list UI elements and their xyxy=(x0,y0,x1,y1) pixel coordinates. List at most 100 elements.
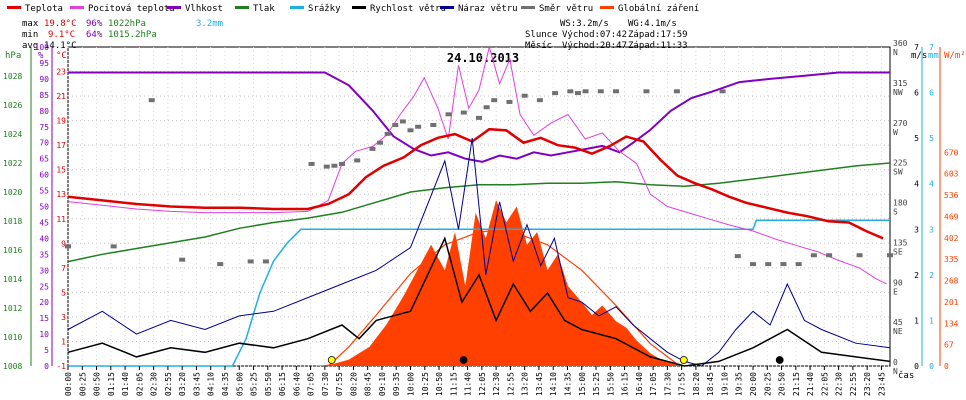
dir-mark-5 xyxy=(247,259,254,264)
hum-tick-1: 5 xyxy=(44,346,49,355)
plot-area xyxy=(65,45,893,367)
wind-tick-1: 1 xyxy=(914,316,919,325)
sun-label: Slunce xyxy=(525,30,558,40)
rain-tick-5: 5 xyxy=(929,134,934,143)
dir-mark-39 xyxy=(765,262,772,267)
dir-mark-26 xyxy=(521,93,528,98)
stat-max-press: 1022hPa xyxy=(108,19,146,29)
stat-min-hum: 64% xyxy=(86,30,103,40)
temp-tick-3: 5 xyxy=(61,288,66,297)
press-tick-2: 1012 xyxy=(3,304,22,313)
hum-tick-13: 65 xyxy=(39,155,49,164)
wind-tick-3: 3 xyxy=(914,225,919,234)
hum-tick-19: 95 xyxy=(39,59,49,68)
dir-mark-23 xyxy=(483,105,490,110)
x-tick-label-54: 22:30 xyxy=(835,372,844,396)
x-tick-label-56: 23:20 xyxy=(863,372,872,396)
x-tick-label-6: 02:30 xyxy=(150,372,159,396)
dir-mark-37 xyxy=(734,254,741,259)
legend-label-6: Náraz větru xyxy=(458,4,518,14)
solar-area xyxy=(68,200,890,366)
x-tick-label-48: 20:00 xyxy=(749,372,758,396)
rain-line xyxy=(68,219,890,367)
press-tick-4: 1016 xyxy=(3,246,22,255)
x-tick-label-43: 17:55 xyxy=(678,372,687,396)
temp-tick-9: 17 xyxy=(56,141,66,150)
dir-mark-17 xyxy=(407,128,414,133)
dir-mark-25 xyxy=(506,99,513,104)
temp-tick-4: 7 xyxy=(61,264,66,273)
stats-block: max 19.8°C 96% 1022hPa 3.2mm min 9.1°C 6… xyxy=(22,19,688,51)
wg-text: WG:4.1m/s xyxy=(628,19,677,29)
dir-tick-7: 315 xyxy=(893,79,908,88)
stat-max-temp: 19.8°C xyxy=(44,19,77,29)
dir-label-4: S xyxy=(893,208,898,217)
dir-mark-8 xyxy=(323,164,330,169)
hum-tick-20: 100 xyxy=(35,43,50,52)
x-tick-label-40: 16:40 xyxy=(635,372,644,396)
stat-avg-temp: 14.1°C xyxy=(44,41,77,51)
dir-mark-27 xyxy=(536,98,543,103)
unit-time: čas xyxy=(898,370,914,381)
dir-mark-45 xyxy=(887,253,893,258)
legend-swatch-3 xyxy=(235,6,249,9)
solar-tick-7: 469 xyxy=(944,212,959,221)
unit-degc: °C xyxy=(56,51,67,61)
dir-mark-36 xyxy=(719,89,726,94)
unit-hpa: hPa xyxy=(5,51,21,61)
dir-mark-42 xyxy=(810,253,817,258)
hum-line xyxy=(68,71,890,163)
x-tick-label-20: 08:20 xyxy=(349,372,358,396)
dir-mark-30 xyxy=(574,91,581,96)
x-tick-label-57: 23:45 xyxy=(877,372,886,396)
hum-tick-0: 0 xyxy=(44,362,49,371)
x-tick-label-53: 22:05 xyxy=(820,372,829,396)
x-tick-label-4: 01:40 xyxy=(121,372,130,396)
solar-tick-10: 670 xyxy=(944,148,959,157)
dir-mark-3 xyxy=(179,257,186,262)
solar-tick-8: 536 xyxy=(944,191,959,200)
event-sunset xyxy=(679,356,688,364)
dir-mark-21 xyxy=(460,110,467,115)
solar-tick-3: 201 xyxy=(944,298,959,307)
sun-rise: Východ:07:42 xyxy=(562,30,627,40)
temp-line xyxy=(67,127,884,240)
unit-headers: hPa % °C m/s mm W/m² čas xyxy=(5,51,966,381)
legend-swatch-5 xyxy=(352,6,366,9)
dir-mark-19 xyxy=(430,122,437,127)
dir-mark-6 xyxy=(262,259,269,264)
x-tick-label-29: 12:05 xyxy=(478,372,487,396)
x-tick-label-3: 01:15 xyxy=(107,372,116,396)
hum-tick-10: 50 xyxy=(39,203,49,212)
dir-mark-18 xyxy=(415,124,422,129)
x-tick-label-11: 04:35 xyxy=(221,372,230,396)
dir-label-2: E xyxy=(893,287,898,296)
moon-set: Západ:11:33 xyxy=(628,41,688,51)
press-tick-5: 1018 xyxy=(3,217,22,226)
moon-label: Měsíc xyxy=(525,41,552,51)
x-tick-label-35: 14:35 xyxy=(563,372,572,396)
x-tick-label-33: 13:45 xyxy=(535,372,544,396)
legend: Teplota Pocitová teplota Vlhkost Tlak Srážky… xyxy=(7,4,699,14)
dir-mark-9 xyxy=(331,163,338,168)
x-tick-label-55: 22:55 xyxy=(849,372,858,396)
hum-tick-7: 35 xyxy=(39,250,49,259)
moon-rise: Východ:20:47 xyxy=(562,41,627,51)
x-tick-label-36: 15:00 xyxy=(578,372,587,396)
legend-swatch-7 xyxy=(521,6,535,9)
press-tick-3: 1014 xyxy=(3,275,22,284)
solar-tick-1: 67 xyxy=(944,341,954,350)
dir-mark-32 xyxy=(597,89,604,94)
x-tick-label-30: 12:30 xyxy=(492,372,501,396)
x-tick-label-9: 03:45 xyxy=(192,372,201,396)
x-tick-label-38: 15:50 xyxy=(606,372,615,396)
x-tick-label-31: 12:55 xyxy=(506,372,515,396)
hum-tick-5: 25 xyxy=(39,282,49,291)
x-tick-label-39: 16:15 xyxy=(621,372,630,396)
press-line xyxy=(67,162,891,263)
stat-max-hum: 96% xyxy=(86,19,103,29)
dir-label-7: NW xyxy=(893,88,903,97)
legend-label-4: Srážky xyxy=(308,4,341,14)
x-tick-label-15: 06:15 xyxy=(278,372,287,396)
dir-tick-6: 270 xyxy=(893,119,908,128)
